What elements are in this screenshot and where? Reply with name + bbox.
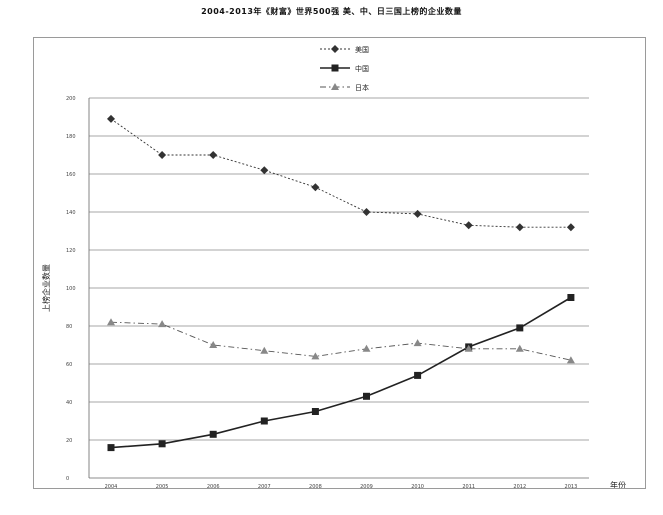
legend-label: 中国 (355, 64, 369, 73)
gridlines (88, 97, 589, 479)
y-tick-label: 0 (66, 476, 69, 482)
y-tick-label: 20 (66, 438, 72, 444)
data-point (107, 444, 115, 452)
data-point (331, 45, 339, 53)
x-tick-label: 2010 (411, 484, 424, 488)
data-point (107, 114, 115, 123)
data-point (311, 408, 319, 415)
x-tick-label: 2011 (462, 484, 475, 488)
y-tick-labels: 0 20 40 60 80 100 120 140 160 180 200 (66, 96, 76, 482)
data-point (362, 344, 371, 352)
legend-label: 美国 (355, 45, 369, 54)
data-point (260, 417, 268, 425)
y-tick-label: 180 (66, 134, 76, 140)
data-point (413, 339, 422, 347)
y-tick-label: 60 (66, 362, 72, 368)
data-point (331, 83, 339, 90)
y-tick-label: 120 (66, 248, 76, 254)
data-point (413, 209, 422, 218)
chart-title: 2004-2013年《财富》世界500强 美、中、日三国上榜的企业数量 (201, 7, 462, 16)
series-line (110, 321, 571, 361)
data-point (260, 346, 269, 354)
data-point (311, 352, 320, 360)
data-point (567, 294, 575, 301)
data-point (158, 440, 166, 448)
data-point (260, 166, 269, 175)
legend-label: 日本 (355, 83, 369, 92)
x-tick-label: 2009 (360, 484, 373, 488)
data-point (311, 183, 320, 192)
x-tick-label: 2006 (207, 484, 220, 488)
data-point (414, 371, 422, 379)
series-3 (107, 318, 575, 364)
x-tick-label: 2008 (309, 484, 322, 488)
x-tick-label: 2004 (105, 484, 118, 488)
y-tick-label: 160 (66, 172, 76, 178)
series-line (110, 296, 572, 449)
x-tick-label: 2007 (258, 484, 271, 488)
data-point (464, 344, 473, 352)
data-point (158, 320, 167, 328)
x-tick-label: 2013 (565, 484, 578, 488)
data-point (362, 208, 371, 216)
x-tick-label: 2012 (513, 484, 526, 488)
data-point (516, 324, 524, 332)
series-layer (107, 114, 575, 452)
legend-item: 日本 (320, 83, 369, 92)
x-tick-labels: 2004 2005 2006 2007 2008 2009 2010 2011 2012 2013 (105, 484, 578, 490)
data-point (566, 223, 575, 232)
data-point (515, 344, 524, 352)
y-tick-label: 100 (66, 286, 76, 292)
data-point (209, 341, 218, 348)
data-point (566, 356, 575, 364)
series-2 (107, 294, 575, 452)
y-tick-label: 80 (66, 324, 72, 330)
x-axis-label: 年份 (610, 480, 626, 488)
data-point (209, 151, 218, 159)
data-point (515, 223, 524, 232)
data-point (331, 64, 339, 72)
x-tick-label: 2005 (156, 484, 169, 488)
y-tick-label: 40 (66, 400, 72, 406)
data-point (209, 430, 217, 438)
legend-item: 美国 (320, 45, 369, 54)
legend-item: 中国 (320, 64, 369, 73)
chart-frame: 美国 中国 日本 0 20 40 60 80 100 120 140 160 180 200 2004 2… (33, 37, 646, 490)
y-tick-label: 200 (66, 96, 76, 102)
data-point (464, 221, 473, 230)
data-point (363, 392, 370, 400)
data-point (107, 318, 115, 326)
y-axis-label: 上榜企业数量 (41, 264, 51, 312)
data-point (158, 151, 167, 159)
series-1 (107, 114, 575, 232)
series-line (110, 118, 571, 228)
y-tick-label: 140 (66, 210, 76, 216)
